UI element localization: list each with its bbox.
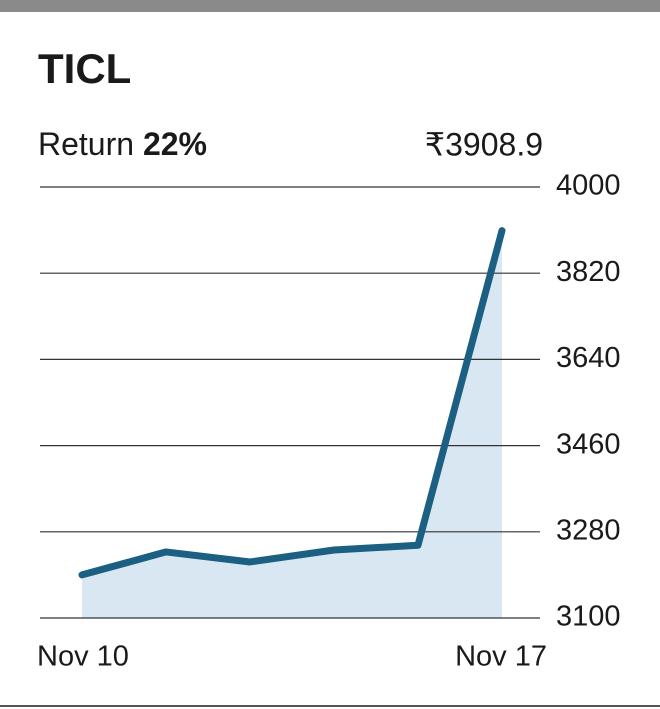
x-tick-label: Nov 10 bbox=[37, 641, 129, 673]
y-tick-label: 3640 bbox=[556, 342, 621, 374]
y-tick-label: 3460 bbox=[556, 428, 621, 460]
y-tick-label: 3280 bbox=[556, 514, 621, 546]
x-tick-label: Nov 17 bbox=[455, 641, 547, 673]
area bbox=[82, 230, 502, 619]
value-label: ₹3908.9 bbox=[425, 126, 543, 162]
chart-title: TICL bbox=[38, 45, 131, 92]
y-tick-label: 4000 bbox=[556, 170, 621, 202]
y-tick-label: 3100 bbox=[556, 601, 621, 633]
top-bar bbox=[0, 0, 660, 12]
y-tick-label: 3820 bbox=[556, 256, 621, 288]
annotation-text: Return bbox=[38, 126, 134, 162]
annotation-value: 22% bbox=[143, 126, 207, 162]
line bbox=[78, 227, 506, 579]
annotation: Return 22% bbox=[38, 126, 207, 162]
